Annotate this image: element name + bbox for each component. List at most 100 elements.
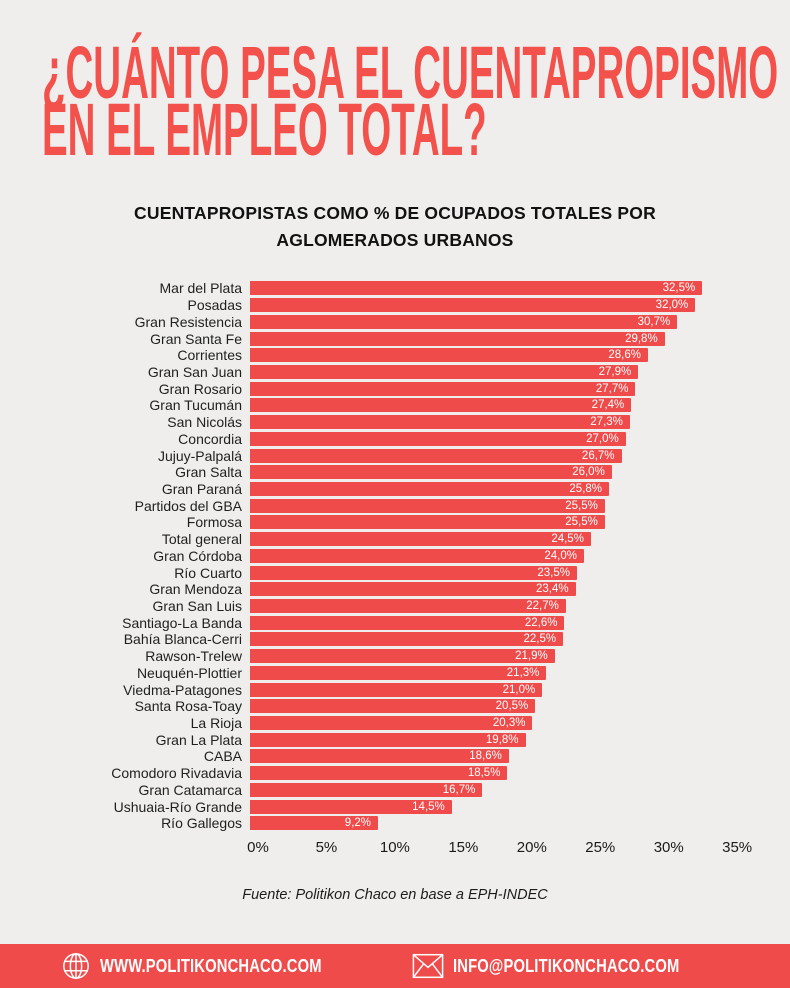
chart-title: CUENTAPROPISTAS COMO % DE OCUPADOS TOTAL… <box>134 203 656 250</box>
x-axis: 0% 5% 10% 15% 20% 25% 30% 35% <box>247 837 752 859</box>
bar-track: 27,7% <box>250 381 744 396</box>
axis-tick-label: 20% <box>516 838 547 856</box>
bar: 25,8% <box>250 481 610 496</box>
bar-track: 25,5% <box>250 498 744 513</box>
category-label: Gran San Luis <box>152 598 243 615</box>
value-label: 24,5% <box>551 533 584 546</box>
bar-row: Concordia 27,0% <box>0 430 744 447</box>
bar: 25,5% <box>250 498 605 513</box>
category-label: Río Gallegos <box>161 815 242 832</box>
bar-track: 22,5% <box>250 632 744 647</box>
bar-row: Comodoro Rivadavia 18,5% <box>0 765 744 782</box>
value-label: 23,4% <box>536 583 569 596</box>
category-label: Gran Resistencia <box>134 313 242 330</box>
axis-tick-label: 30% <box>653 838 684 856</box>
globe-icon <box>61 951 91 981</box>
bar-row: Gran Resistencia 30,7% <box>0 313 744 330</box>
value-label: 27,4% <box>591 399 625 412</box>
bar-track: 20,5% <box>250 699 744 714</box>
category-label: Neuquén-Plottier <box>136 664 242 681</box>
category-label: Posadas <box>187 297 242 314</box>
category-label: San Nicolás <box>167 414 242 431</box>
value-label: 22,6% <box>524 616 558 629</box>
bar-track: 18,5% <box>250 766 744 781</box>
bar: 21,9% <box>250 649 555 664</box>
bar-row: Total general 24,5% <box>0 531 744 548</box>
bar-track: 22,7% <box>250 599 744 614</box>
category-label: Viedma-Patagones <box>123 681 242 698</box>
bar: 18,6% <box>250 749 509 764</box>
value-label: 27,0% <box>586 432 619 445</box>
value-label: 23,5% <box>537 566 570 579</box>
value-label: 9,2% <box>344 817 372 830</box>
bar-track: 21,9% <box>250 649 744 664</box>
bar-row: Gran Tucumán 27,4% <box>0 397 744 414</box>
bar: 14,5% <box>250 799 452 814</box>
website-contact: WWW.POLITIKONCHACO.COM <box>61 951 370 981</box>
category-label: Gran Rosario <box>158 380 242 397</box>
category-label: La Rioja <box>190 715 242 732</box>
bar-track: 27,3% <box>250 415 744 430</box>
value-label: 19,8% <box>485 733 519 746</box>
page-title: ¿CUÁNTO PESA EL CUENTAPROPISMO EN EL EMP… <box>0 0 790 167</box>
bar-row: Bahía Blanca-Cerri 22,5% <box>0 631 744 648</box>
value-label: 21,9% <box>515 650 548 663</box>
bar-row: Jujuy-Palpalá 26,7% <box>0 447 744 464</box>
bar: 19,8% <box>250 732 526 747</box>
bar: 21,0% <box>250 682 543 697</box>
value-label: 18,5% <box>467 767 501 780</box>
bar-row: Gran Catamarca 16,7% <box>0 782 744 799</box>
bar: 25,5% <box>250 515 605 530</box>
category-label: Gran La Plata <box>155 731 242 748</box>
bar: 22,5% <box>250 632 564 647</box>
category-label: Gran Santa Fe <box>150 330 242 347</box>
axis-tick-label: 15% <box>448 838 479 856</box>
bar-row: Gran La Plata 19,8% <box>0 731 744 748</box>
bar: 29,8% <box>250 331 665 346</box>
bar-track: 27,9% <box>250 364 744 379</box>
bar: 27,0% <box>250 431 626 446</box>
bar-row: La Rioja 20,3% <box>0 715 744 732</box>
bar-row: Santiago-La Banda 22,6% <box>0 614 744 631</box>
category-label: Santa Rosa-Toay <box>134 698 242 715</box>
bar-row: Gran San Luis 22,7% <box>0 598 744 615</box>
bar-row: Formosa 25,5% <box>0 514 744 531</box>
category-label: Gran San Juan <box>147 363 242 380</box>
axis-tick-label: 5% <box>315 838 338 856</box>
value-label: 27,9% <box>598 365 632 378</box>
bar-track: 19,8% <box>250 732 744 747</box>
value-label: 29,8% <box>625 332 658 345</box>
bar-track: 27,4% <box>250 398 744 413</box>
category-label: Gran Catamarca <box>138 781 242 798</box>
bar-track: 30,7% <box>250 314 744 329</box>
bar-track: 25,8% <box>250 481 744 496</box>
category-label: Total general <box>161 531 242 548</box>
bar: 32,0% <box>250 298 696 313</box>
bar: 20,5% <box>250 699 536 714</box>
email-contact: INFO@POLITIKONCHACO.COM <box>412 953 729 979</box>
bar: 27,9% <box>250 364 639 379</box>
bar: 26,0% <box>250 465 612 480</box>
category-label: Corrientes <box>177 347 242 364</box>
bar-row: Río Gallegos 9,2% <box>0 815 744 832</box>
bar: 24,0% <box>250 548 584 563</box>
category-label: CABA <box>203 748 242 765</box>
category-label: Comodoro Rivadavia <box>111 765 242 782</box>
category-label: Rawson-Trelew <box>145 648 242 665</box>
bar-track: 32,0% <box>250 298 744 313</box>
value-label: 14,5% <box>412 800 445 813</box>
value-label: 16,7% <box>442 783 476 796</box>
envelope-icon <box>412 953 444 979</box>
bar-row: Partidos del GBA 25,5% <box>0 497 744 514</box>
bar-track: 24,5% <box>250 532 744 547</box>
footer-bar: WWW.POLITIKONCHACO.COM INFO@POLITIKONCHA… <box>0 944 790 988</box>
bar-row: Neuquén-Plottier 21,3% <box>0 665 744 682</box>
category-label: Mar del Plata <box>159 280 242 297</box>
bar: 26,7% <box>250 448 622 463</box>
category-label: Gran Córdoba <box>153 547 242 564</box>
value-label: 25,5% <box>565 516 598 529</box>
email-address: INFO@POLITIKONCHACO.COM <box>453 955 680 976</box>
bar-row: Gran Santa Fe 29,8% <box>0 330 744 347</box>
axis-tick-label: 0% <box>247 838 269 856</box>
bar-track: 23,5% <box>250 565 744 580</box>
